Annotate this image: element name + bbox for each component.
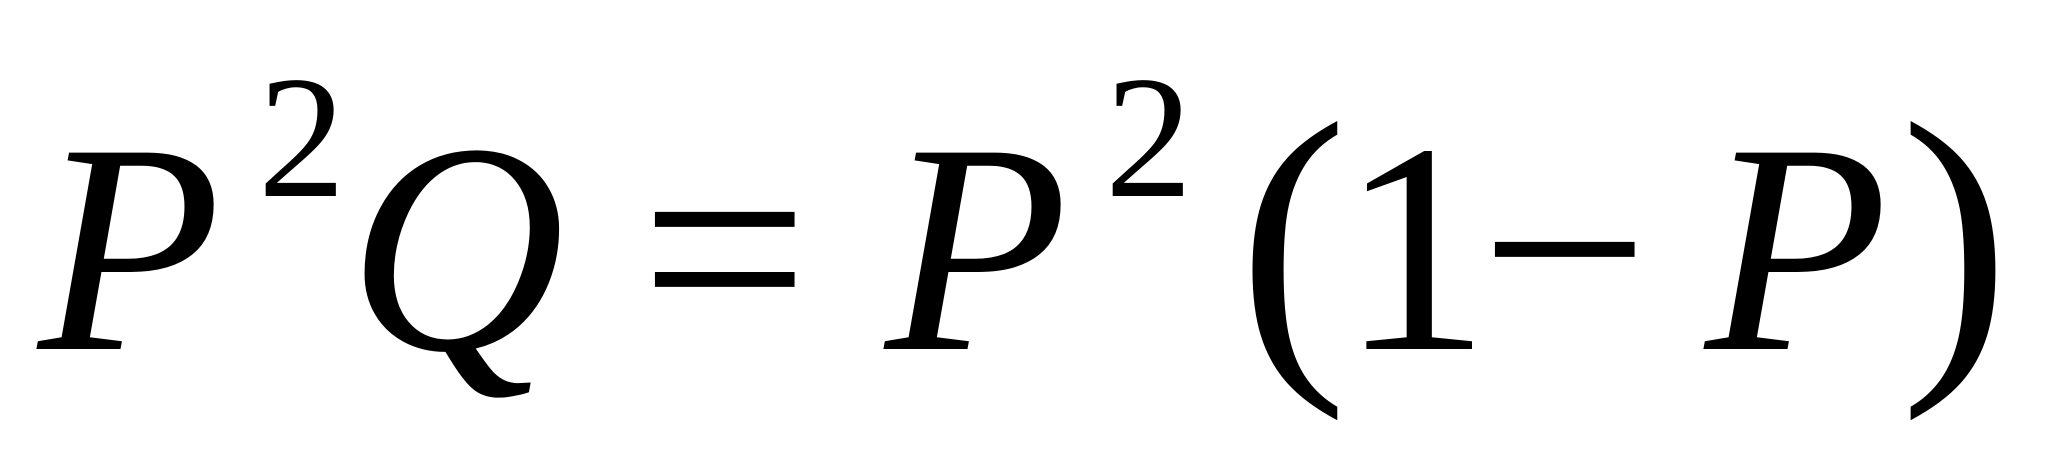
inner-p: P — [1705, 82, 1889, 414]
minus-sign: − — [1480, 82, 1650, 414]
rhs-p: P — [885, 82, 1069, 414]
close-paren: ) — [1900, 57, 2010, 422]
rhs-exponent: 2 — [1105, 40, 1193, 234]
lhs-p: P — [38, 82, 222, 414]
equals-sign: = — [640, 82, 810, 414]
one-digit: 1 — [1340, 82, 1490, 414]
lhs-q: Q — [348, 82, 565, 414]
open-paren: ( — [1238, 57, 1348, 422]
lhs-exponent: 2 — [258, 40, 346, 234]
